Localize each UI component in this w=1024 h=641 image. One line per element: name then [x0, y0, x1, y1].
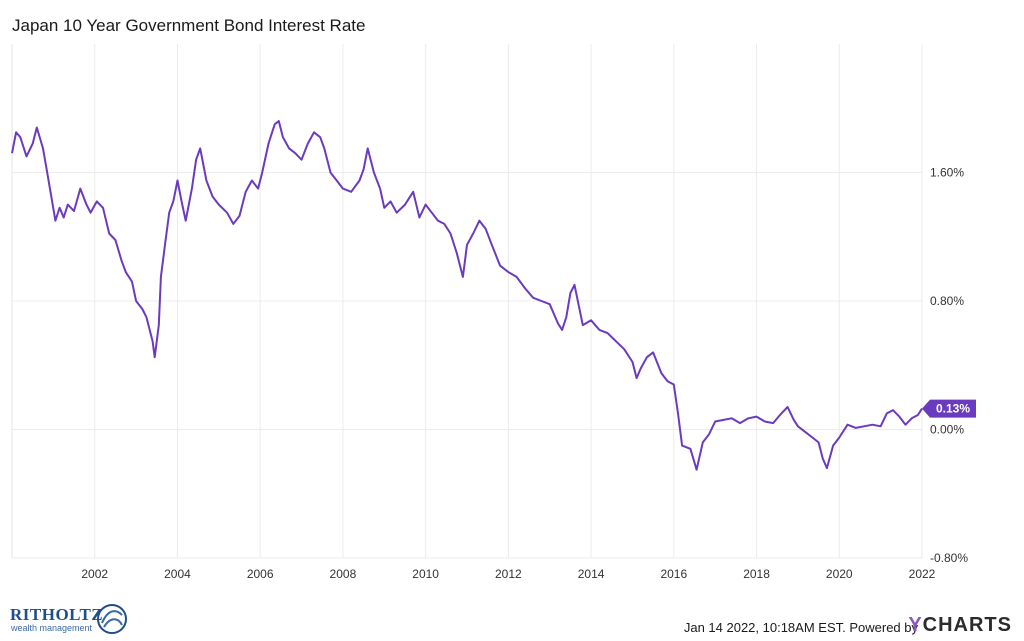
- ritholtz-logo-subtitle: wealth management: [11, 623, 93, 633]
- series-layer: [11, 120, 923, 471]
- x-tick-label: 2002: [81, 567, 108, 581]
- series-line: [11, 120, 923, 471]
- footer-timestamp: Jan 14 2022, 10:18AM EST. Powered by: [683, 620, 918, 635]
- x-tick-label: 2018: [743, 567, 770, 581]
- x-tick-label: 2020: [826, 567, 853, 581]
- ritholtz-emblem-icon: [97, 604, 127, 634]
- last-value-label: 0.13%: [936, 402, 970, 416]
- ycharts-logo-rest: CHARTS: [922, 614, 1012, 636]
- x-tick-label: 2010: [412, 567, 439, 581]
- ycharts-logo-y: Y: [908, 614, 923, 636]
- y-tick-label: -0.80%: [930, 551, 968, 565]
- last-value-badge-shape: [922, 399, 976, 418]
- x-tick-label: 2012: [495, 567, 522, 581]
- grid-lines: [11, 44, 923, 559]
- y-axis-ticks: 1.60% 0.80% 0.00% -0.80%: [930, 166, 968, 566]
- x-tick-label: 2016: [660, 567, 687, 581]
- ritholtz-logo: RITHOLTZ wealth management: [10, 603, 130, 637]
- last-value-badge: 0.13%: [922, 399, 976, 418]
- y-tick-label: 0.00%: [930, 423, 964, 437]
- x-tick-label: 2006: [247, 567, 274, 581]
- chart-title: Japan 10 Year Government Bond Interest R…: [12, 16, 366, 35]
- x-tick-label: 2008: [330, 567, 357, 581]
- x-axis-ticks: 2002 2004 2006 2008 2010 2012 2014 2016 2018 2020…: [81, 567, 935, 581]
- ycharts-logo[interactable]: YCHARTS: [908, 614, 1012, 637]
- y-tick-label: 1.60%: [930, 166, 964, 180]
- x-tick-label: 2004: [164, 567, 191, 581]
- y-tick-label: 0.80%: [930, 294, 964, 308]
- x-tick-label: 2022: [909, 567, 936, 581]
- ritholtz-logo-name: RITHOLTZ: [10, 605, 104, 624]
- x-tick-label: 2014: [578, 567, 605, 581]
